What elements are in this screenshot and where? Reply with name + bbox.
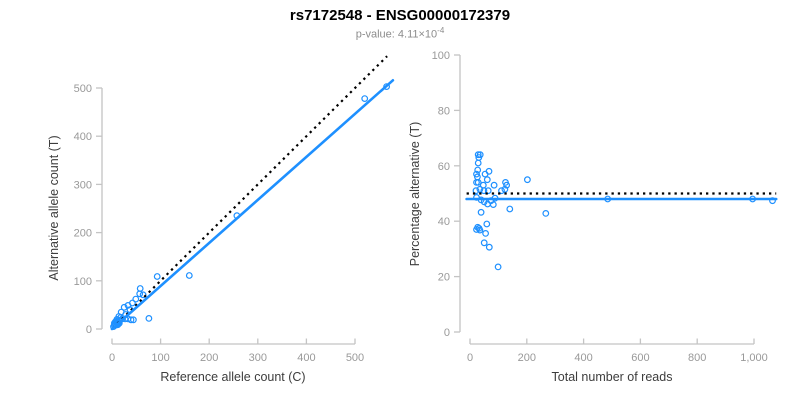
data-point bbox=[524, 176, 531, 184]
data-point bbox=[139, 291, 147, 299]
figure-title: rs7172548 - ENSG00000172379 bbox=[289, 7, 511, 24]
data-point bbox=[185, 272, 193, 279]
y-tick-label: 60 bbox=[438, 161, 450, 173]
data-point bbox=[480, 187, 488, 195]
data-point bbox=[472, 187, 480, 195]
data-point bbox=[474, 151, 482, 159]
data-point bbox=[153, 273, 161, 280]
data-point bbox=[483, 220, 491, 228]
x-tick-label: 0 bbox=[467, 352, 473, 364]
y-tick-label: 40 bbox=[438, 216, 450, 228]
data-point bbox=[136, 290, 144, 298]
x-tick-label: 400 bbox=[574, 352, 592, 364]
data-point bbox=[481, 170, 489, 178]
y-tick-label: 200 bbox=[74, 228, 92, 240]
data-point bbox=[542, 209, 550, 217]
data-point bbox=[476, 226, 484, 234]
x-tick-label: 1,000 bbox=[740, 352, 768, 364]
data-point bbox=[494, 263, 502, 271]
y-tick-label: 400 bbox=[74, 131, 92, 143]
x-tick-label: 200 bbox=[200, 352, 218, 364]
y-axis-title: Percentage alternative (T) bbox=[408, 122, 422, 267]
data-point bbox=[503, 181, 511, 189]
y-tick-label: 300 bbox=[74, 179, 92, 191]
data-point bbox=[129, 316, 137, 324]
percentage-alternative-panel: 0 20 40 60 80 100 0 200 400 600 800 1,000 Total numb… bbox=[408, 50, 778, 384]
fit-line bbox=[110, 79, 395, 331]
data-point bbox=[484, 187, 492, 195]
pvalue-exponent: -4 bbox=[437, 26, 445, 35]
y-tick-label: 100 bbox=[432, 50, 450, 62]
y-tick-label: 0 bbox=[444, 327, 450, 339]
identity-line bbox=[112, 55, 388, 329]
data-point bbox=[501, 185, 509, 193]
data-point bbox=[474, 159, 482, 167]
x-axis-title: Reference allele count (C) bbox=[160, 370, 305, 384]
y-tick-label: 20 bbox=[438, 272, 450, 284]
data-point bbox=[489, 201, 497, 209]
x-tick-label: 500 bbox=[346, 352, 364, 364]
x-tick-label: 600 bbox=[631, 352, 649, 364]
figure-subtitle: p-value: 4.11×10-4 bbox=[0, 26, 800, 41]
data-point bbox=[120, 303, 128, 311]
x-tick-label: 200 bbox=[518, 352, 536, 364]
x-tick-label: 100 bbox=[151, 352, 169, 364]
data-point bbox=[485, 167, 493, 175]
y-tick-label: 100 bbox=[74, 276, 92, 288]
x-tick-label: 0 bbox=[109, 352, 115, 364]
data-point bbox=[498, 187, 505, 195]
allele-counts-panel: 0 100 200 300 400 500 0 100 200 300 400 500 Referenc… bbox=[47, 55, 395, 384]
y-tick-label: 500 bbox=[74, 83, 92, 95]
x-tick-label: 800 bbox=[688, 352, 706, 364]
x-axis-title: Total number of reads bbox=[552, 370, 673, 384]
data-point bbox=[506, 205, 514, 213]
data-point bbox=[480, 239, 488, 247]
data-point bbox=[473, 226, 480, 233]
data-point bbox=[474, 166, 482, 174]
data-point bbox=[473, 178, 480, 186]
data-point bbox=[477, 208, 485, 216]
y-tick-label: 0 bbox=[86, 324, 92, 336]
data-point bbox=[361, 95, 369, 102]
data-point bbox=[383, 83, 391, 90]
pvalue-text: p-value: 4.11×10 bbox=[355, 28, 438, 41]
data-point bbox=[490, 181, 498, 189]
y-tick-label: 80 bbox=[438, 105, 450, 117]
data-point bbox=[132, 295, 140, 303]
data-point bbox=[476, 185, 484, 193]
data-point bbox=[485, 243, 493, 251]
data-point bbox=[127, 316, 135, 324]
y-axis-title: Alternative allele count (T) bbox=[47, 135, 61, 280]
data-point bbox=[482, 229, 490, 237]
x-tick-label: 300 bbox=[249, 352, 267, 364]
data-point bbox=[483, 176, 491, 184]
data-point bbox=[145, 315, 153, 322]
x-tick-label: 400 bbox=[297, 352, 315, 364]
